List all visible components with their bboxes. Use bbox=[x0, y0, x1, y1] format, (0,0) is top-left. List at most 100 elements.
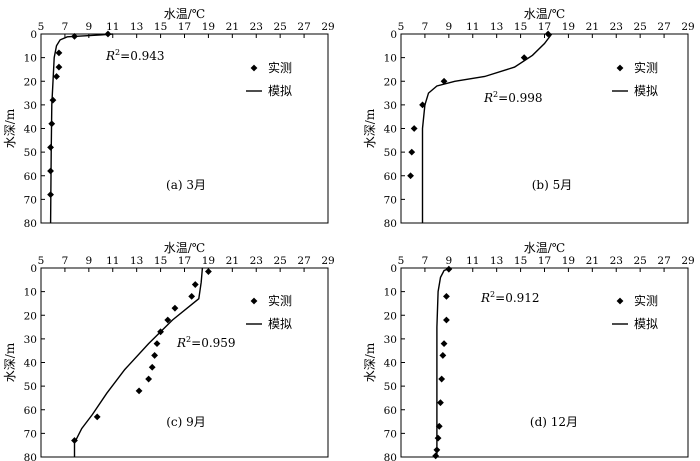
chart-panel-4: 5 7 9 11 13 15 17 19 21 23 25 27 29 0 10 20 30 40 50 60 70 80… bbox=[363, 241, 695, 461]
x-tick-label: 19 bbox=[562, 255, 575, 267]
y-tick-label: 80 bbox=[24, 452, 37, 461]
data-point bbox=[440, 340, 448, 347]
x-axis-title: 水温/℃ bbox=[524, 7, 565, 21]
x-tick-label: 13 bbox=[490, 255, 503, 267]
y-tick-label: 60 bbox=[24, 171, 37, 183]
y-tick-label: 80 bbox=[384, 218, 397, 230]
series-line-1 bbox=[73, 267, 204, 457]
x-tick-label: 5 bbox=[398, 21, 405, 33]
series-line-1 bbox=[436, 267, 452, 457]
data-point bbox=[188, 292, 196, 300]
y-tick-label: 10 bbox=[24, 287, 37, 299]
x-tick-label: 13 bbox=[130, 21, 143, 33]
x-tick-label: 23 bbox=[250, 21, 263, 33]
x-tick-label: 17 bbox=[178, 21, 191, 33]
x-tick-label: 9 bbox=[445, 255, 452, 267]
x-tick-label: 5 bbox=[38, 255, 45, 267]
y-tick-label: 30 bbox=[384, 100, 397, 112]
data-point bbox=[437, 399, 444, 407]
y-tick-label: 60 bbox=[384, 405, 397, 417]
data-point bbox=[47, 191, 54, 199]
x-tick-label: 21 bbox=[586, 21, 599, 33]
y-tick-label: 0 bbox=[390, 29, 397, 41]
x-tick-label: 9 bbox=[85, 255, 92, 267]
r-squared-annotation: R2=0.959 bbox=[176, 335, 236, 350]
x-tick-label: 11 bbox=[106, 255, 119, 267]
data-point bbox=[55, 49, 63, 57]
legend-marker bbox=[250, 64, 258, 72]
panel-caption: (d) 12月 bbox=[530, 415, 578, 429]
y-tick-label: 50 bbox=[24, 147, 37, 159]
y-tick-label: 70 bbox=[384, 194, 397, 206]
y-tick-label: 60 bbox=[384, 171, 397, 183]
x-tick-label: 7 bbox=[422, 21, 429, 33]
x-tick-label: 19 bbox=[562, 21, 575, 33]
data-point bbox=[419, 101, 426, 109]
x-tick-label: 29 bbox=[321, 21, 334, 33]
legend-marker bbox=[616, 297, 624, 305]
y-tick-label: 70 bbox=[384, 428, 397, 440]
data-point bbox=[48, 120, 56, 128]
y-tick-label: 20 bbox=[384, 310, 397, 322]
y-tick-label: 0 bbox=[30, 263, 37, 275]
x-tick-label: 13 bbox=[130, 255, 143, 267]
data-point bbox=[104, 30, 112, 38]
x-tick-label: 17 bbox=[538, 255, 551, 267]
r-squared-symbol: R bbox=[480, 291, 490, 305]
x-tick-label: 17 bbox=[178, 255, 191, 267]
x-tick-label: 23 bbox=[250, 255, 263, 267]
legend-label: 实测 bbox=[634, 293, 658, 308]
x-tick-label: 11 bbox=[466, 255, 479, 267]
data-point bbox=[135, 387, 143, 395]
y-tick-label: 20 bbox=[24, 76, 37, 88]
data-point bbox=[171, 304, 179, 312]
x-tick-label: 27 bbox=[657, 255, 670, 267]
legend-label: 模拟 bbox=[634, 84, 658, 98]
y-tick-label: 30 bbox=[24, 334, 37, 346]
x-tick-label: 27 bbox=[297, 21, 310, 33]
y-tick-label: 70 bbox=[24, 428, 37, 440]
legend-marker bbox=[616, 64, 624, 72]
y-tick-label: 10 bbox=[24, 53, 37, 65]
x-tick-label: 13 bbox=[490, 21, 503, 33]
y-tick-label: 30 bbox=[24, 100, 37, 112]
x-tick-label: 9 bbox=[445, 21, 452, 33]
x-tick-label: 15 bbox=[514, 255, 527, 267]
y-axis-title: 水深/m bbox=[3, 342, 17, 382]
data-point bbox=[71, 437, 78, 444]
panel-caption: (a) 3月 bbox=[166, 178, 206, 192]
x-tick-label: 15 bbox=[514, 21, 527, 33]
data-point bbox=[438, 375, 446, 383]
data-point bbox=[93, 413, 101, 421]
x-tick-label: 25 bbox=[633, 21, 646, 33]
x-tick-label: 27 bbox=[297, 255, 310, 267]
data-point bbox=[434, 434, 442, 442]
data-point bbox=[410, 125, 418, 132]
data-point bbox=[443, 316, 450, 324]
x-tick-label: 25 bbox=[633, 255, 646, 267]
x-tick-label: 15 bbox=[154, 255, 167, 267]
data-point bbox=[433, 446, 441, 454]
x-tick-label: 23 bbox=[610, 21, 623, 33]
r-squared-symbol: R bbox=[176, 336, 186, 350]
x-tick-label: 7 bbox=[62, 21, 69, 33]
r-squared-value: =0.912 bbox=[495, 291, 539, 305]
x-tick-label: 15 bbox=[154, 21, 167, 33]
data-point bbox=[148, 363, 156, 371]
y-tick-label: 50 bbox=[384, 381, 397, 393]
x-tick-label: 25 bbox=[273, 21, 286, 33]
r-squared-value: =0.943 bbox=[120, 49, 164, 63]
x-axis-title: 水温/℃ bbox=[164, 241, 205, 255]
x-tick-label: 9 bbox=[85, 21, 92, 33]
data-point bbox=[445, 265, 453, 273]
data-point bbox=[439, 352, 447, 359]
y-tick-label: 20 bbox=[24, 310, 37, 322]
y-tick-label: 0 bbox=[30, 29, 37, 41]
x-tick-label: 23 bbox=[610, 255, 623, 267]
r-squared-annotation: R2=0.912 bbox=[480, 290, 540, 305]
panel-caption: (b) 5月 bbox=[532, 178, 573, 192]
legend-label: 实测 bbox=[268, 60, 292, 75]
y-axis-title: 水深/m bbox=[3, 108, 17, 148]
x-axis-title: 水温/℃ bbox=[164, 7, 205, 21]
panel-caption: (c) 9月 bbox=[166, 415, 206, 429]
